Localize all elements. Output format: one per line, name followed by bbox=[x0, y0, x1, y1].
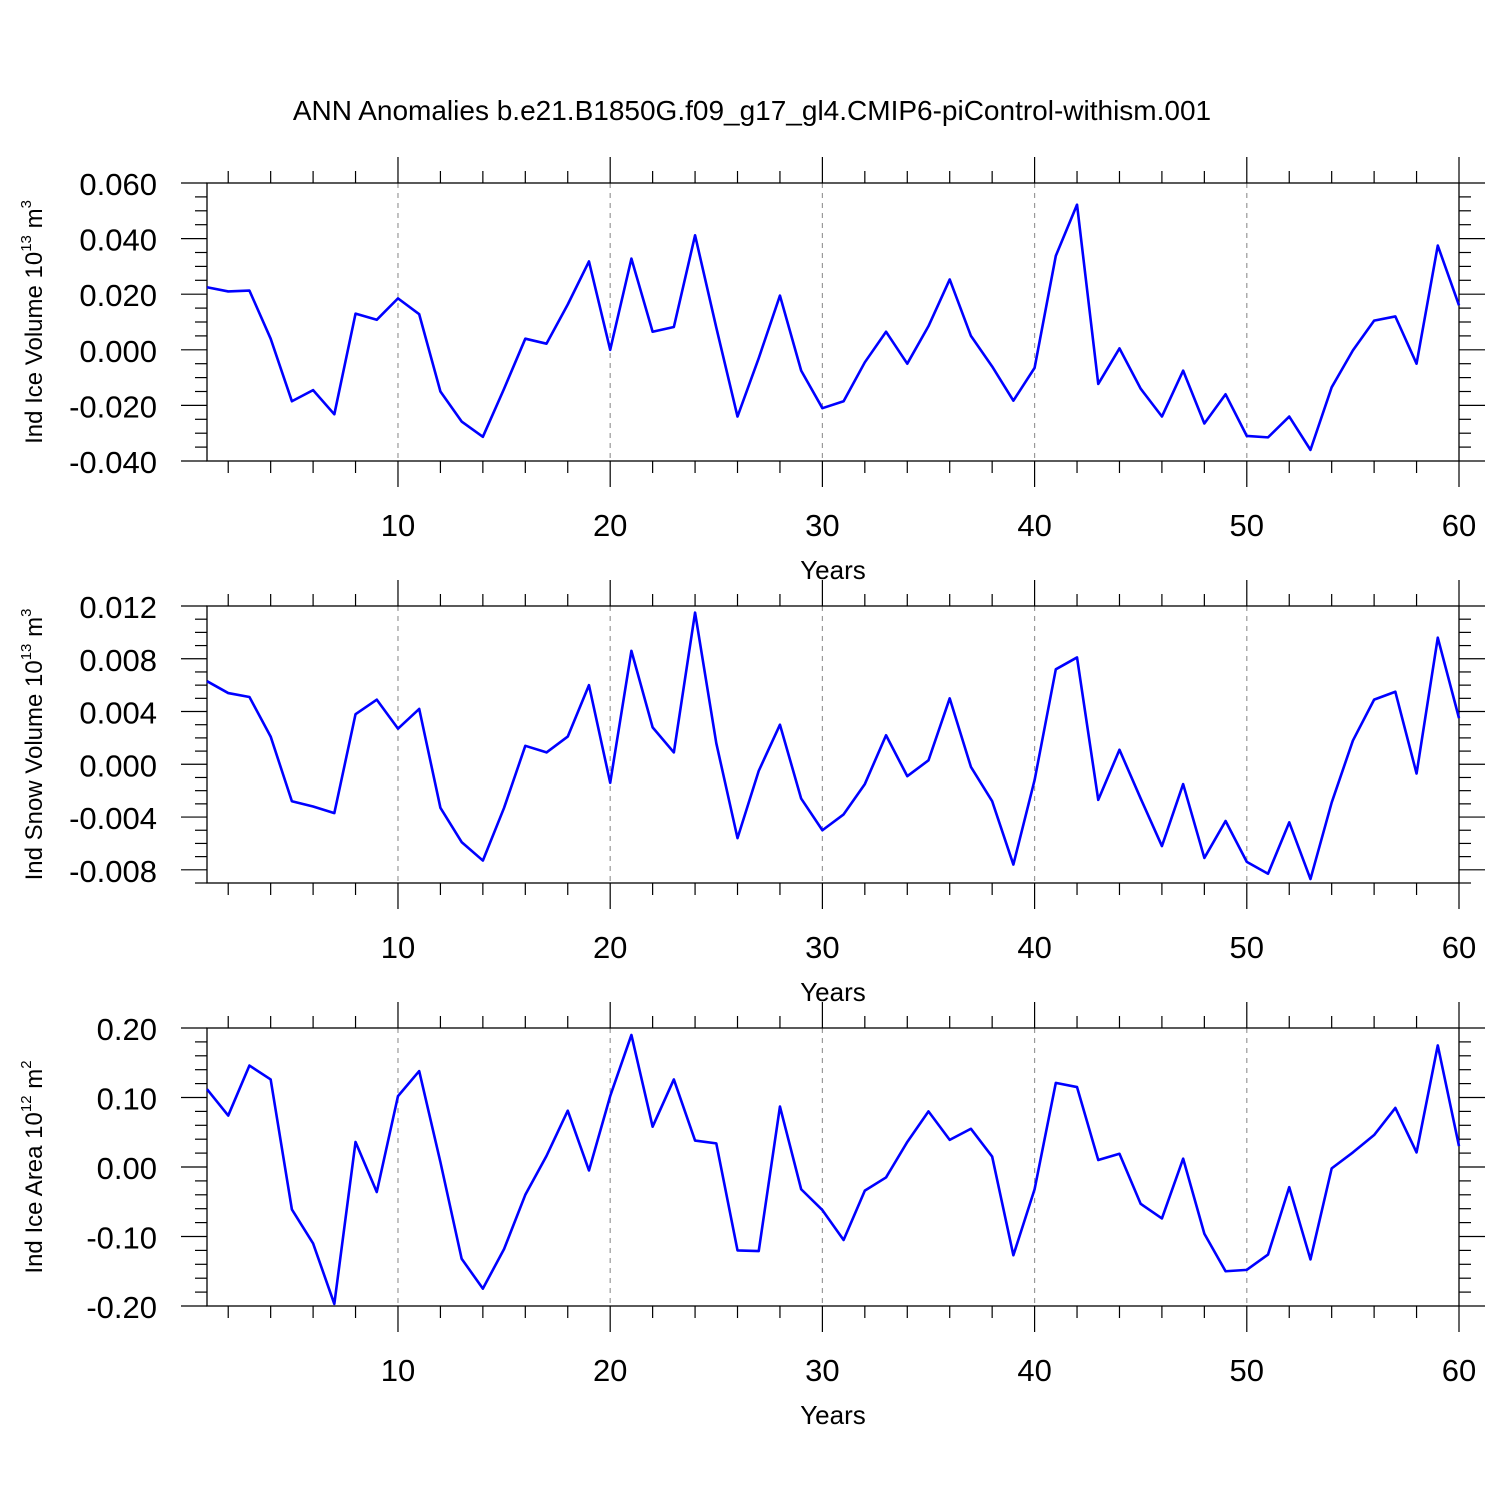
x-tick-label: 10 bbox=[381, 1353, 415, 1388]
x-tick-label: 50 bbox=[1230, 508, 1264, 543]
panels: 10 20 30 40 50 60 Years -0.040 -0.020 0.000 0.020 0… bbox=[18, 157, 1485, 1430]
y-tick-label: 0.008 bbox=[79, 643, 157, 678]
panel-2: 10 20 30 40 50 60 Years -0.008 -0.004 0.000 0.004 0… bbox=[18, 580, 1485, 1007]
x-tick-label: 40 bbox=[1017, 1353, 1051, 1388]
y-axis-label: Ind Snow Volume 1013 m3 bbox=[18, 609, 48, 881]
series-line bbox=[206, 203, 1461, 452]
y-tick-label: 0.012 bbox=[79, 590, 157, 625]
y-tick-label: -0.008 bbox=[69, 854, 157, 889]
plot-frame bbox=[206, 1027, 1460, 1307]
x-tick-label: 60 bbox=[1442, 930, 1476, 965]
x-tick-label: 20 bbox=[593, 508, 627, 543]
y-tick-label: 0.020 bbox=[79, 278, 157, 313]
figure-title: ANN Anomalies b.e21.B1850G.f09_g17_gl4.C… bbox=[293, 95, 1211, 126]
y-tick-label: 0.000 bbox=[79, 334, 157, 369]
y-tick-label: 0.040 bbox=[79, 223, 157, 258]
y-tick-label: -0.020 bbox=[69, 389, 157, 424]
y-tick-label: 0.00 bbox=[97, 1151, 157, 1186]
series-line bbox=[206, 611, 1461, 881]
x-tick-label: 40 bbox=[1017, 930, 1051, 965]
y-tick-label: -0.040 bbox=[69, 445, 157, 480]
x-axis-label: Years bbox=[800, 977, 866, 1007]
y-tick-label: 0.10 bbox=[97, 1082, 157, 1117]
x-tick-label: 20 bbox=[593, 930, 627, 965]
x-tick-label: 20 bbox=[593, 1353, 627, 1388]
x-tick-label: 40 bbox=[1017, 508, 1051, 543]
x-axis-label: Years bbox=[800, 555, 866, 585]
y-tick-label: 0.004 bbox=[79, 696, 157, 731]
y-tick-label: -0.20 bbox=[86, 1290, 157, 1325]
x-tick-label: 30 bbox=[805, 508, 839, 543]
panel-3: 10 20 30 40 50 60 Years -0.20 -0.10 0.00 0.10 0.20 I… bbox=[18, 1002, 1485, 1430]
x-tick-label: 30 bbox=[805, 1353, 839, 1388]
plot-frame bbox=[206, 182, 1460, 462]
y-tick-label: -0.10 bbox=[86, 1221, 157, 1256]
y-axis-label: Ind Ice Volume 1013 m3 bbox=[18, 200, 48, 444]
x-tick-label: 60 bbox=[1442, 508, 1476, 543]
x-tick-label: 10 bbox=[381, 930, 415, 965]
y-tick-label: 0.000 bbox=[79, 748, 157, 783]
y-tick-label: 0.20 bbox=[97, 1012, 157, 1047]
y-tick-label: 0.060 bbox=[79, 167, 157, 202]
x-tick-label: 50 bbox=[1230, 1353, 1264, 1388]
series-line bbox=[205, 1033, 1461, 1306]
x-tick-label: 50 bbox=[1230, 930, 1264, 965]
x-tick-label: 60 bbox=[1442, 1353, 1476, 1388]
x-tick-label: 10 bbox=[381, 508, 415, 543]
x-axis-label: Years bbox=[800, 1400, 866, 1430]
y-axis-label: Ind Ice Area 1012 m2 bbox=[18, 1060, 48, 1273]
plot-frame bbox=[206, 605, 1460, 884]
y-tick-label: -0.004 bbox=[69, 801, 157, 836]
x-tick-label: 30 bbox=[805, 930, 839, 965]
panel-1: 10 20 30 40 50 60 Years -0.040 -0.020 0.000 0.020 0… bbox=[18, 157, 1485, 585]
